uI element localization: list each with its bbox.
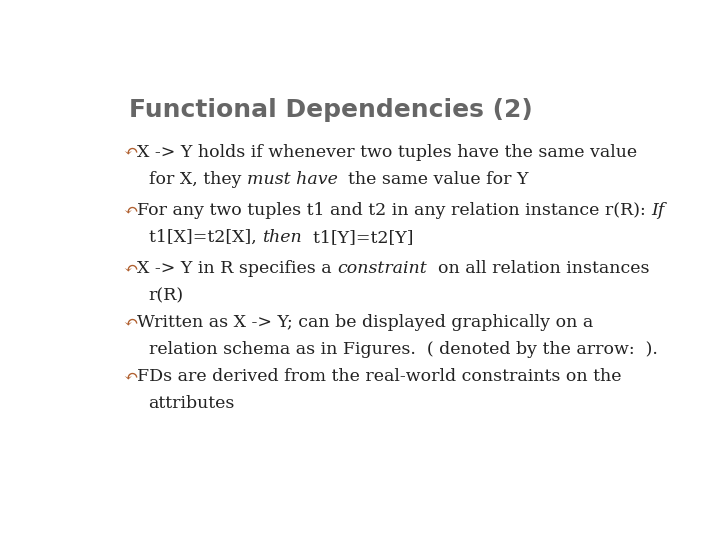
Text: then: then [262,229,302,246]
Text: For any two tuples t1 and t2 in any relation instance r(R):: For any two tuples t1 and t2 in any rela… [138,202,652,219]
Text: ↶: ↶ [124,368,138,386]
Text: ↶: ↶ [124,202,138,219]
Text: Functional Dependencies (2): Functional Dependencies (2) [129,98,533,122]
Text: constraint: constraint [338,260,427,277]
Text: ↶: ↶ [124,144,138,161]
Text: on all relation instances: on all relation instances [427,260,650,277]
Text: the same value for Y: the same value for Y [338,171,529,188]
Text: for X, they: for X, they [148,171,246,188]
Text: must have: must have [246,171,338,188]
Text: X -> Y in R specifies a: X -> Y in R specifies a [138,260,338,277]
Text: t1[X]=t2[X],: t1[X]=t2[X], [148,229,262,246]
Text: If: If [652,202,665,219]
Text: Written as X -> Y; can be displayed graphically on a: Written as X -> Y; can be displayed grap… [138,314,594,331]
Text: ↶: ↶ [124,260,138,277]
Text: r(R): r(R) [148,287,184,304]
Text: attributes: attributes [148,395,235,413]
Text: X -> Y holds if whenever two tuples have the same value: X -> Y holds if whenever two tuples have… [138,144,637,161]
Text: relation schema as in Figures.  ( denoted by the arrow:  ).: relation schema as in Figures. ( denoted… [148,341,657,359]
FancyBboxPatch shape [84,60,654,485]
Text: ↶: ↶ [124,314,138,331]
Text: t1[Y]=t2[Y]: t1[Y]=t2[Y] [302,229,413,246]
Text: FDs are derived from the real-world constraints on the: FDs are derived from the real-world cons… [138,368,622,386]
